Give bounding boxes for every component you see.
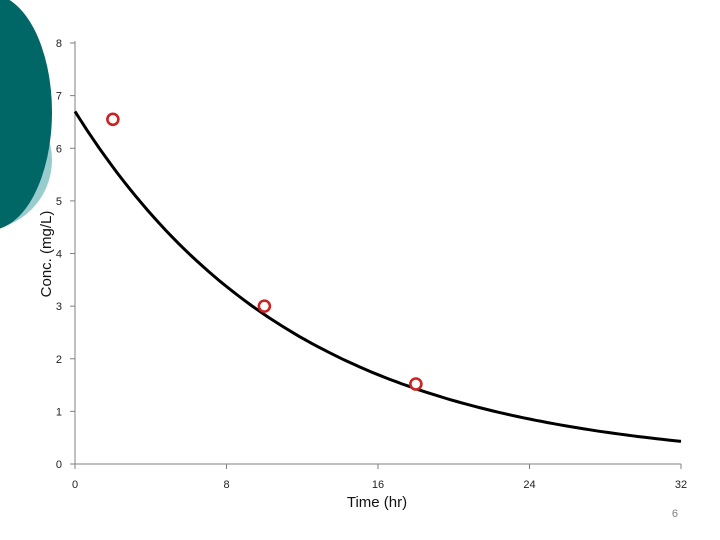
y-tick-label: 4: [56, 249, 62, 261]
axes: [70, 41, 682, 469]
x-tick-label: 0: [72, 479, 78, 491]
data-point: [409, 377, 423, 391]
fitted-decay-curve: [73, 110, 682, 443]
y-tick-label: 6: [56, 143, 62, 155]
fitted-curve-layer: [73, 110, 682, 443]
y-axis-title: Conc. (mg/L): [38, 211, 55, 298]
y-tick-label: 1: [56, 406, 62, 418]
x-tick-label: 24: [523, 479, 535, 491]
y-tick-label: 2: [56, 354, 62, 366]
x-tick-label: 16: [372, 479, 384, 491]
decor-circle-dark: [0, 0, 52, 229]
tick-labels: 0 1 2 3 4 5 6 7 8 0 8 16 24 32: [56, 38, 687, 491]
slide-number: 6: [671, 508, 678, 520]
y-tick-label: 8: [56, 38, 62, 50]
y-tick-label: 5: [56, 196, 62, 208]
x-tick-label: 32: [675, 479, 687, 491]
y-tick-label: 0: [56, 459, 62, 471]
y-tick-label: 7: [56, 91, 62, 103]
data-points-layer: [106, 112, 423, 391]
y-tick-label: 3: [56, 301, 62, 313]
x-axis-title: Time (hr): [347, 494, 407, 511]
x-tick-label: 8: [223, 479, 229, 491]
data-point: [257, 299, 272, 313]
data-point: [106, 112, 120, 127]
